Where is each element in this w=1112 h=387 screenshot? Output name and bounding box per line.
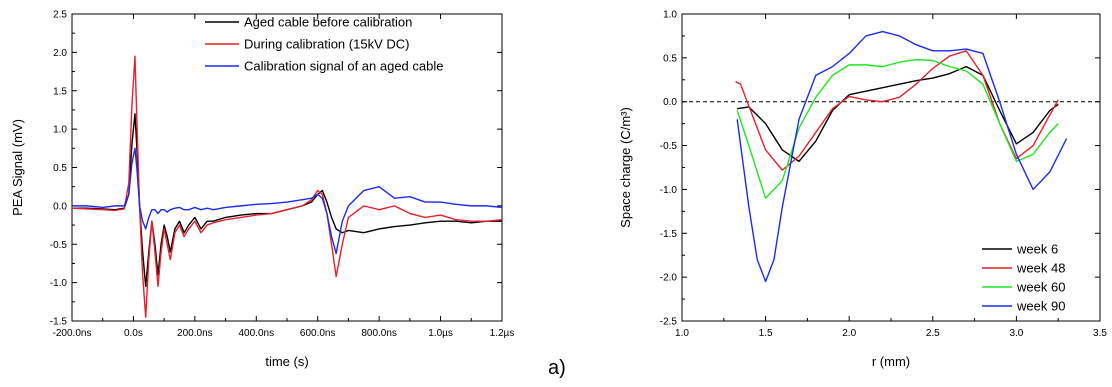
- y-tick-label: -0.5: [660, 141, 678, 152]
- x-tick-label: 0.0s: [124, 328, 143, 339]
- y-tick-label: -1.0: [660, 185, 678, 196]
- legend-label: week 60: [1016, 280, 1065, 295]
- x-tick-label: 1.5: [759, 328, 773, 339]
- x-tick-label: 3.5: [1093, 328, 1107, 339]
- y-tick-label: 2.5: [53, 10, 67, 21]
- x-tick-label: 1.0: [675, 328, 689, 339]
- series-line-2: [72, 55, 502, 318]
- y-tick-label: -1.0: [50, 278, 68, 289]
- series-line-1: [737, 65, 1059, 163]
- x-tick-label: 3.0: [1009, 328, 1023, 339]
- legend: Aged cable before calibration During cali…: [205, 15, 443, 74]
- x-tick-label: -200.0ns: [53, 328, 92, 339]
- y-tick-label: -0.5: [50, 240, 68, 251]
- legend-label: Aged cable before calibration: [244, 15, 412, 30]
- y-tick-label: 1.0: [53, 125, 67, 136]
- y-tick-label: 1.0: [663, 10, 677, 21]
- y-axis-label: PEA Signal (mV): [10, 119, 25, 216]
- legend-label: week 48: [1016, 261, 1065, 276]
- x-tick-label: 800.0ns: [361, 328, 397, 339]
- panel-label: a): [548, 357, 566, 379]
- y-axis-label: Space charge (C/m³): [618, 107, 633, 228]
- y-tick-label: -1.5: [660, 229, 678, 240]
- x-axis-label: r (mm): [872, 354, 910, 369]
- x-tick-label: 200.0ns: [177, 328, 213, 339]
- y-tick-label: 2.0: [53, 48, 67, 59]
- series-line-2: [735, 50, 1059, 171]
- x-tick-label: 600.0ns: [300, 328, 336, 339]
- legend: week 6 week 48 week 60 week 90: [982, 242, 1065, 314]
- y-tick-label: 0.5: [663, 53, 677, 64]
- series-line-4: [736, 30, 1068, 283]
- y-tick-label: 0.5: [53, 163, 67, 174]
- legend-label: Calibration signal of an aged cable: [244, 59, 443, 74]
- legend-label: During calibration (15kV DC): [244, 37, 409, 52]
- x-tick-label: 400.0ns: [238, 328, 274, 339]
- y-tick-label: -2.5: [660, 317, 678, 328]
- legend-label: week 6: [1016, 242, 1058, 257]
- y-tick-label: 0.0: [53, 201, 67, 212]
- y-tick-label: -1.5: [50, 317, 68, 328]
- series-line-3: [72, 147, 502, 255]
- chart-space-charge: 1.0 1.5 2.0 2.5 3.0 3.5 -2.5 -2.0 -1.5 -1.0 -0.5 0.…: [618, 10, 1107, 370]
- x-tick-label: 1.2µs: [490, 328, 515, 339]
- x-tick-label: 2.5: [926, 328, 940, 339]
- series-line-1: [72, 113, 502, 288]
- y-tick-label: 0.0: [663, 97, 677, 108]
- y-tick-label: -2.0: [660, 273, 678, 284]
- series-line-3: [736, 58, 1059, 199]
- x-axis-label: time (s): [265, 354, 308, 369]
- y-tick-label: 1.5: [53, 86, 67, 97]
- x-tick-label: 2.0: [842, 328, 856, 339]
- x-tick-label: 1.0µs: [428, 328, 453, 339]
- legend-label: week 90: [1016, 299, 1065, 314]
- chart-pea-signal: -200.0ns 0.0s 200.0ns 400.0ns 600.0ns 800.0ns…: [10, 10, 514, 370]
